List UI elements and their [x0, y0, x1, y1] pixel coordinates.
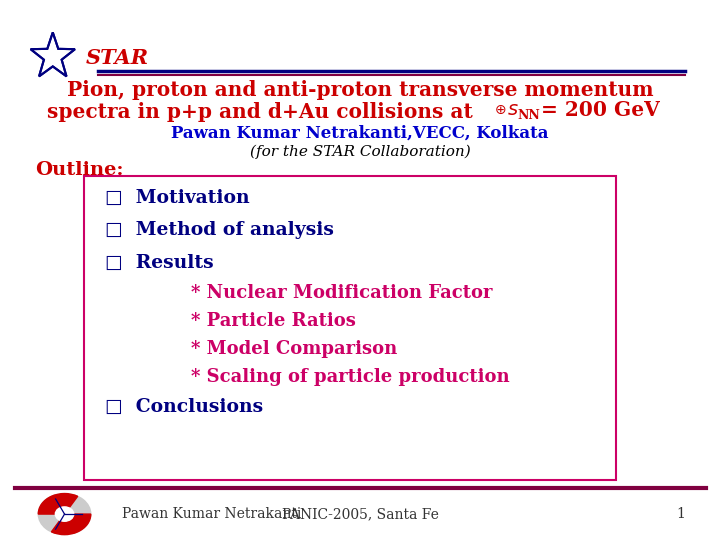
FancyBboxPatch shape	[84, 176, 616, 480]
Wedge shape	[38, 494, 78, 514]
Text: □  Conclusions: □ Conclusions	[104, 398, 263, 416]
Text: PANIC-2005, Santa Fe: PANIC-2005, Santa Fe	[282, 507, 438, 521]
Text: Pawan Kumar Netrakanti,VECC, Kolkata: Pawan Kumar Netrakanti,VECC, Kolkata	[171, 124, 549, 141]
Text: (for the STAR Collaboration): (for the STAR Collaboration)	[250, 145, 471, 159]
Text: Pawan Kumar Netrakanti: Pawan Kumar Netrakanti	[122, 507, 301, 521]
Text: □  Results: □ Results	[104, 253, 213, 272]
Text: * Particle Ratios: * Particle Ratios	[191, 312, 356, 330]
Wedge shape	[51, 514, 91, 535]
Text: Outline:: Outline:	[35, 161, 124, 179]
Text: Pion, proton and anti-proton transverse momentum: Pion, proton and anti-proton transverse …	[67, 80, 654, 100]
Text: □  Method of analysis: □ Method of analysis	[104, 221, 333, 239]
Text: 1: 1	[676, 507, 685, 521]
Text: NN: NN	[517, 109, 540, 122]
Circle shape	[38, 494, 91, 535]
Circle shape	[55, 507, 73, 521]
Text: spectra in p+p and d+Au collisions at: spectra in p+p and d+Au collisions at	[48, 102, 473, 122]
Text: $\oplus$: $\oplus$	[494, 103, 506, 117]
Text: = 200 GeV: = 200 GeV	[541, 100, 660, 120]
Text: * Model Comparison: * Model Comparison	[191, 340, 397, 358]
Text: STAR: STAR	[86, 48, 149, 68]
Text: * Scaling of particle production: * Scaling of particle production	[191, 368, 510, 386]
Text: □  Motivation: □ Motivation	[104, 188, 249, 207]
Polygon shape	[31, 32, 75, 76]
Text: $s$: $s$	[507, 101, 518, 119]
Text: * Nuclear Modification Factor: * Nuclear Modification Factor	[191, 284, 492, 302]
